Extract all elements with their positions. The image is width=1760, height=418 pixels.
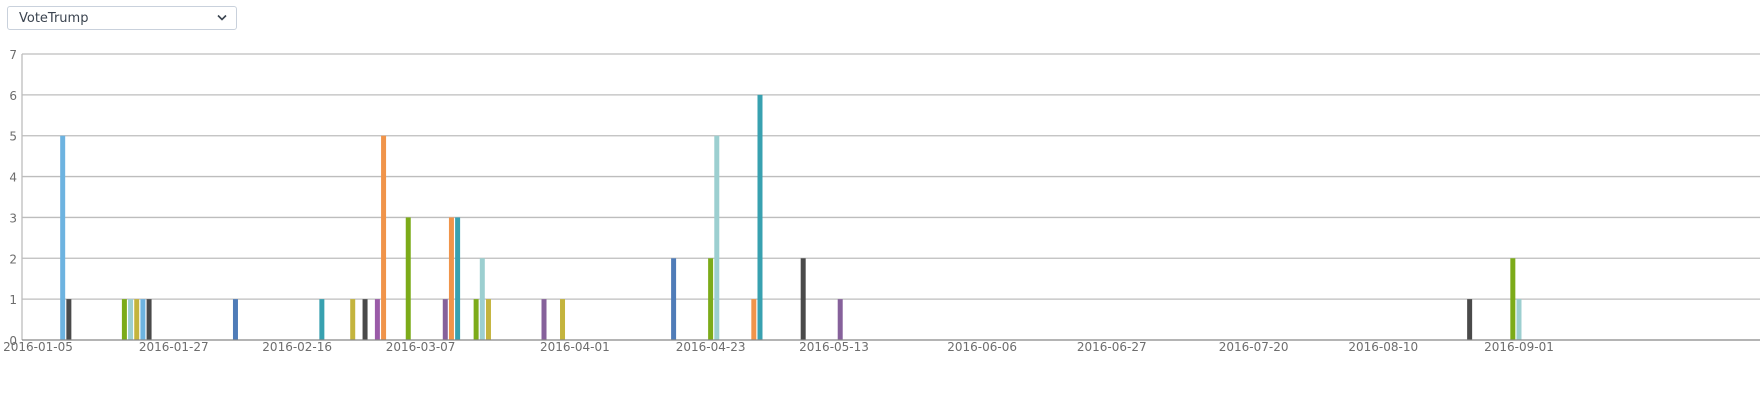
y-tick-label: 2 [9, 252, 17, 266]
bar[interactable] [757, 94, 763, 340]
bar[interactable] [319, 299, 325, 340]
bar[interactable] [837, 299, 843, 340]
bar[interactable] [473, 299, 479, 340]
bar[interactable] [442, 299, 448, 340]
bar[interactable] [708, 258, 714, 340]
series-select-dropdown[interactable]: VoteTrump [7, 6, 237, 30]
bar[interactable] [140, 299, 146, 340]
bar[interactable] [1510, 258, 1516, 340]
x-tick-label: 2016-02-16 [262, 340, 332, 354]
bars [60, 94, 1522, 340]
bar[interactable] [1467, 299, 1473, 340]
bar[interactable] [66, 299, 72, 340]
bar[interactable] [1516, 299, 1522, 340]
y-tick-label: 0 [9, 334, 17, 348]
bar[interactable] [232, 299, 238, 340]
bar[interactable] [350, 299, 356, 340]
x-tick-label: 2016-04-01 [540, 340, 610, 354]
bar[interactable] [714, 135, 720, 340]
bar[interactable] [751, 299, 757, 340]
y-tick-label: 7 [9, 48, 17, 62]
bar[interactable] [485, 299, 491, 340]
x-tick-labels: 2016-01-05 2016-01-27 2016-02-16 2016-03-07… [3, 340, 1554, 354]
chevron-down-icon [217, 14, 227, 21]
grid-lines [22, 53, 1760, 300]
y-tick-labels: 0 1 2 3 4 5 6 7 [9, 48, 17, 348]
y-tick-label: 4 [9, 171, 17, 185]
bar[interactable] [134, 299, 140, 340]
bar[interactable] [362, 299, 368, 340]
bar[interactable] [541, 299, 547, 340]
bar[interactable] [374, 299, 380, 340]
bar[interactable] [800, 258, 806, 340]
x-tick-label: 2016-06-27 [1077, 340, 1147, 354]
series-select-value: VoteTrump [19, 11, 89, 26]
x-tick-label: 2016-07-20 [1219, 340, 1289, 354]
x-tick-label: 2016-06-06 [947, 340, 1017, 354]
bar[interactable] [560, 299, 566, 340]
bar[interactable] [60, 135, 66, 340]
y-tick-label: 6 [9, 89, 17, 103]
y-tick-label: 5 [9, 130, 17, 144]
x-tick-label: 2016-09-01 [1484, 340, 1554, 354]
bar[interactable] [479, 258, 485, 340]
y-tick-label: 1 [9, 293, 17, 307]
axes [21, 54, 1760, 341]
bar[interactable] [671, 258, 677, 340]
x-tick-label: 2016-05-13 [799, 340, 869, 354]
x-tick-label: 2016-01-05 [3, 340, 73, 354]
bar[interactable] [128, 299, 134, 340]
bar[interactable] [381, 135, 387, 340]
x-tick-label: 2016-08-10 [1348, 340, 1418, 354]
bar[interactable] [448, 217, 454, 340]
bar[interactable] [455, 217, 461, 340]
bar[interactable] [146, 299, 152, 340]
bar[interactable] [121, 299, 127, 340]
x-tick-label: 2016-04-23 [676, 340, 746, 354]
y-tick-label: 3 [9, 211, 17, 225]
bar[interactable] [405, 217, 411, 340]
x-tick-label: 2016-01-27 [139, 340, 209, 354]
x-tick-label: 2016-03-07 [386, 340, 456, 354]
